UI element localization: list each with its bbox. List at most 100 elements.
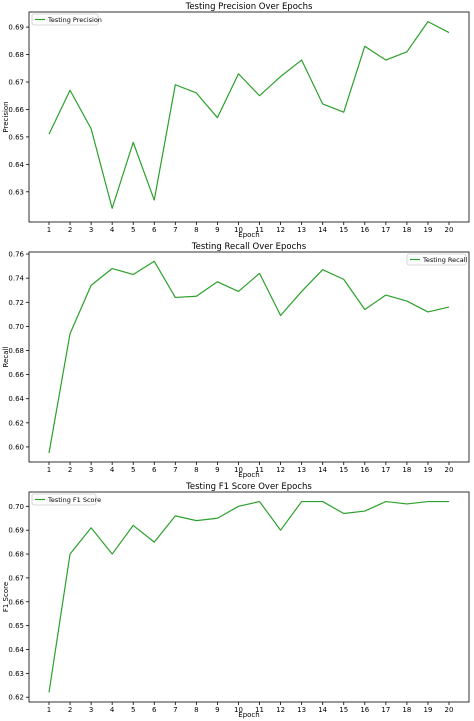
y-tick-label: 0.65	[8, 133, 24, 141]
x-tick-label: 17	[381, 706, 390, 714]
x-tick-label: 10	[234, 706, 243, 714]
x-axis-label: Epoch	[238, 471, 259, 479]
x-tick-label: 9	[215, 706, 219, 714]
x-tick-label: 11	[255, 466, 264, 474]
plot-area	[28, 251, 470, 463]
x-tick-label: 15	[339, 466, 348, 474]
y-tick-label: 0.65	[8, 622, 24, 630]
x-tick-label: 7	[173, 466, 177, 474]
x-tick-label: 12	[276, 706, 285, 714]
y-tick-label: 0.68	[8, 347, 24, 355]
y-tick-label: 0.64	[8, 395, 24, 403]
chart-title: Testing Precision Over Epochs	[185, 2, 313, 12]
x-tick-label: 1	[47, 226, 51, 234]
x-tick-label: 6	[152, 466, 157, 474]
x-axis-label: Epoch	[238, 231, 259, 239]
x-tick-label: 3	[89, 466, 93, 474]
x-tick-label: 1	[47, 466, 51, 474]
x-tick-label: 14	[318, 466, 327, 474]
f1-score-chart: Testing F1 Score Over Epochs 1 2 3 4 5 6 7 8 9 10…	[2, 482, 470, 719]
plot-area	[28, 11, 470, 223]
y-tick-label: 0.69	[8, 24, 24, 32]
y-tick-label: 0.70	[8, 503, 24, 511]
x-tick-label: 20	[445, 466, 454, 474]
y-axis-label: Precision	[2, 101, 10, 132]
x-tick-label: 19	[423, 466, 432, 474]
chart-title: Testing F1 Score Over Epochs	[185, 482, 312, 492]
legend-entry-label: Testing Precision	[47, 16, 102, 24]
y-tick-label: 0.63	[8, 188, 24, 196]
x-tick-label: 13	[297, 226, 306, 234]
y-tick-label: 0.64	[8, 646, 24, 654]
y-tick-label: 0.60	[8, 443, 24, 451]
x-tick-label: 7	[173, 706, 177, 714]
legend-box	[31, 493, 97, 506]
y-tick-label: 0.72	[8, 299, 24, 307]
y-tick-label: 0.63	[8, 670, 24, 678]
recall-chart: Testing Recall Over Epochs 1 2 3 4 5 6 7 8 9 10 11…	[2, 242, 470, 479]
y-axis-label: F1 Score	[2, 582, 10, 612]
x-tick-label: 17	[381, 466, 390, 474]
x-tick-label: 9	[215, 226, 219, 234]
y-tick-label: 0.67	[8, 79, 24, 87]
y-tick-label: 0.66	[8, 598, 24, 606]
x-tick-label: 15	[339, 226, 348, 234]
x-tick-label: 6	[152, 706, 157, 714]
y-axis-label: Recall	[2, 347, 10, 368]
x-tick-label: 10	[234, 466, 243, 474]
x-tick-label: 8	[194, 466, 198, 474]
y-tick-label: 0.62	[8, 694, 24, 702]
y-tick-label: 0.69	[8, 527, 24, 535]
legend-entry-label: Testing F1 Score	[47, 496, 101, 504]
x-tick-label: 15	[339, 706, 348, 714]
y-tick-label: 0.67	[8, 574, 24, 582]
x-tick-label: 1	[47, 706, 51, 714]
x-tick-label: 18	[402, 226, 411, 234]
x-tick-label: 2	[68, 466, 72, 474]
plot-area	[28, 491, 470, 703]
y-tick-label: 0.68	[8, 551, 24, 559]
x-tick-label: 13	[297, 706, 306, 714]
x-tick-label: 5	[131, 226, 135, 234]
y-tick-label: 0.64	[8, 161, 24, 169]
x-tick-label: 5	[131, 466, 135, 474]
legend-box	[31, 13, 99, 26]
x-tick-label: 18	[402, 466, 411, 474]
y-tick-label: 0.66	[8, 371, 24, 379]
x-tick-label: 20	[445, 706, 454, 714]
x-tick-label: 8	[194, 706, 198, 714]
legend-box	[406, 253, 467, 266]
x-tick-label: 3	[89, 706, 93, 714]
x-tick-label: 16	[360, 706, 369, 714]
x-tick-label: 3	[89, 226, 93, 234]
legend-entry-label: Testing Recall	[422, 256, 468, 264]
y-tick-label: 0.74	[8, 275, 24, 283]
x-tick-label: 2	[68, 706, 72, 714]
x-tick-label: 11	[255, 706, 264, 714]
x-tick-label: 11	[255, 226, 264, 234]
x-tick-label: 14	[318, 706, 327, 714]
series-line	[48, 21, 450, 209]
x-tick-label: 18	[402, 706, 411, 714]
x-tick-label: 13	[297, 466, 306, 474]
x-tick-label: 4	[110, 706, 115, 714]
y-tick-label: 0.70	[8, 323, 24, 331]
series-line	[48, 500, 449, 693]
x-tick-label: 19	[423, 706, 432, 714]
y-tick-label: 0.62	[8, 419, 24, 427]
legend: Testing Recall	[406, 253, 468, 266]
y-tick-label: 0.68	[8, 51, 24, 59]
x-tick-label: 5	[131, 706, 135, 714]
x-tick-label: 10	[234, 226, 243, 234]
x-tick-label: 8	[194, 226, 198, 234]
legend: Testing F1 Score	[31, 493, 101, 506]
x-tick-label: 4	[110, 466, 115, 474]
x-tick-label: 12	[276, 466, 285, 474]
y-tick-label: 0.66	[8, 106, 24, 114]
x-tick-label: 12	[276, 226, 285, 234]
x-tick-label: 4	[110, 226, 115, 234]
x-tick-label: 2	[68, 226, 72, 234]
x-tick-label: 19	[423, 226, 432, 234]
x-tick-label: 20	[445, 226, 454, 234]
